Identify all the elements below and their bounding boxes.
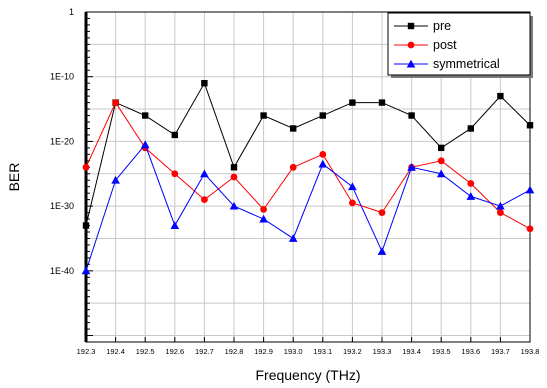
data-point-symmetrical [318, 159, 328, 168]
data-point-symmetrical [288, 234, 298, 242]
data-point-pre [260, 112, 267, 119]
x-axis-label: Frequency (THz) [255, 367, 360, 383]
data-point-symmetrical [466, 192, 476, 200]
data-point-pre [438, 144, 445, 152]
x-tick-label: 192.7 [195, 347, 214, 356]
data-point-symmetrical [111, 175, 120, 184]
data-point-post [230, 173, 238, 181]
data-point-pre [319, 112, 326, 119]
x-tick-label: 193.3 [373, 347, 392, 356]
x-tick-label: 192.9 [254, 347, 273, 356]
x-tick-label: 193.6 [461, 347, 480, 356]
x-ticks: 192.3 192.4 192.5 192.6 192.7 192.8 192.9 193.0… [77, 337, 540, 356]
x-tick-label: 193.0 [284, 347, 303, 356]
legend-label: pre [433, 19, 451, 33]
axes [84, 11, 531, 343]
data-point-post [171, 170, 179, 178]
data-point-post [467, 180, 475, 187]
data-point-post [349, 199, 356, 207]
data-point-symmetrical [259, 214, 268, 223]
x-tick-label: 193.8 [521, 347, 540, 356]
legend-item-post: post [394, 38, 457, 52]
data-point-symmetrical [170, 221, 180, 229]
data-point-post [260, 205, 267, 213]
data-point-post [112, 99, 119, 106]
data-point-post [201, 196, 208, 204]
data-point-post [378, 209, 386, 216]
legend-item-symmetrical: symmetrical [394, 57, 500, 71]
data-point-post [497, 209, 504, 216]
legend-marker [407, 41, 415, 49]
y-tick-label: 1E-10 [50, 72, 74, 82]
data-point-pre [290, 125, 297, 132]
y-tick-label: 1E-30 [50, 201, 74, 211]
data-point-symmetrical [229, 201, 239, 210]
data-point-pre [82, 222, 90, 229]
x-tick-label: 192.3 [77, 347, 96, 356]
series-pre [82, 79, 534, 229]
data-point-symmetrical [81, 266, 91, 275]
x-tick-label: 193.4 [402, 347, 421, 356]
data-point-pre [526, 122, 534, 129]
legend-marker [406, 59, 416, 68]
series-line-pre [85, 81, 531, 226]
legend-label: post [433, 38, 457, 52]
legend: pre post symmetrical [387, 12, 533, 78]
data-point-pre [467, 125, 474, 132]
data-point-post [526, 225, 534, 233]
data-point-pre [349, 99, 356, 106]
legend-label: symmetrical [433, 57, 500, 71]
legend-item-pre: pre [394, 19, 451, 33]
series-symmetrical [81, 140, 535, 275]
x-tick-label: 193.2 [343, 347, 362, 356]
data-point-pre [171, 131, 178, 139]
y-tick-label: 1 [69, 7, 74, 17]
x-tick-label: 192.5 [136, 347, 155, 356]
grid [85, 11, 531, 342]
legend-marker [407, 22, 415, 30]
data-point-pre [378, 99, 386, 106]
data-point-symmetrical [496, 201, 505, 210]
x-tick-label: 192.4 [106, 347, 125, 356]
data-point-pre [408, 112, 415, 119]
y-axis-label: BER [6, 163, 22, 192]
data-point-pre [230, 164, 238, 171]
series-line-post [85, 101, 531, 230]
data-point-post [289, 163, 297, 171]
data-point-symmetrical [407, 162, 416, 171]
y-tick-label: 1E-40 [50, 266, 74, 276]
data-point-symmetrical [140, 140, 150, 149]
data-point-symmetrical [348, 182, 357, 191]
x-tick-label: 193.1 [313, 347, 332, 356]
x-tick-label: 193.7 [491, 347, 510, 356]
data-point-pre [142, 112, 149, 119]
x-tick-label: 193.5 [432, 347, 451, 356]
data-point-pre [497, 92, 504, 100]
data-point-pre [201, 79, 208, 87]
data-point-post [437, 157, 445, 165]
data-point-post [82, 163, 90, 171]
series-layer [81, 79, 535, 275]
data-point-symmetrical [436, 169, 446, 178]
x-tick-label: 192.6 [165, 347, 184, 356]
data-point-symmetrical [525, 185, 535, 194]
data-point-symmetrical [377, 247, 387, 255]
y-tick-label: 1E-20 [50, 136, 74, 146]
series-line-symmetrical [85, 143, 531, 271]
x-tick-label: 192.8 [225, 347, 244, 356]
y-ticks: 1 1E-10 1E-20 1E-30 1E-40 [50, 7, 74, 276]
data-point-post [319, 150, 327, 158]
data-point-symmetrical [200, 169, 209, 178]
